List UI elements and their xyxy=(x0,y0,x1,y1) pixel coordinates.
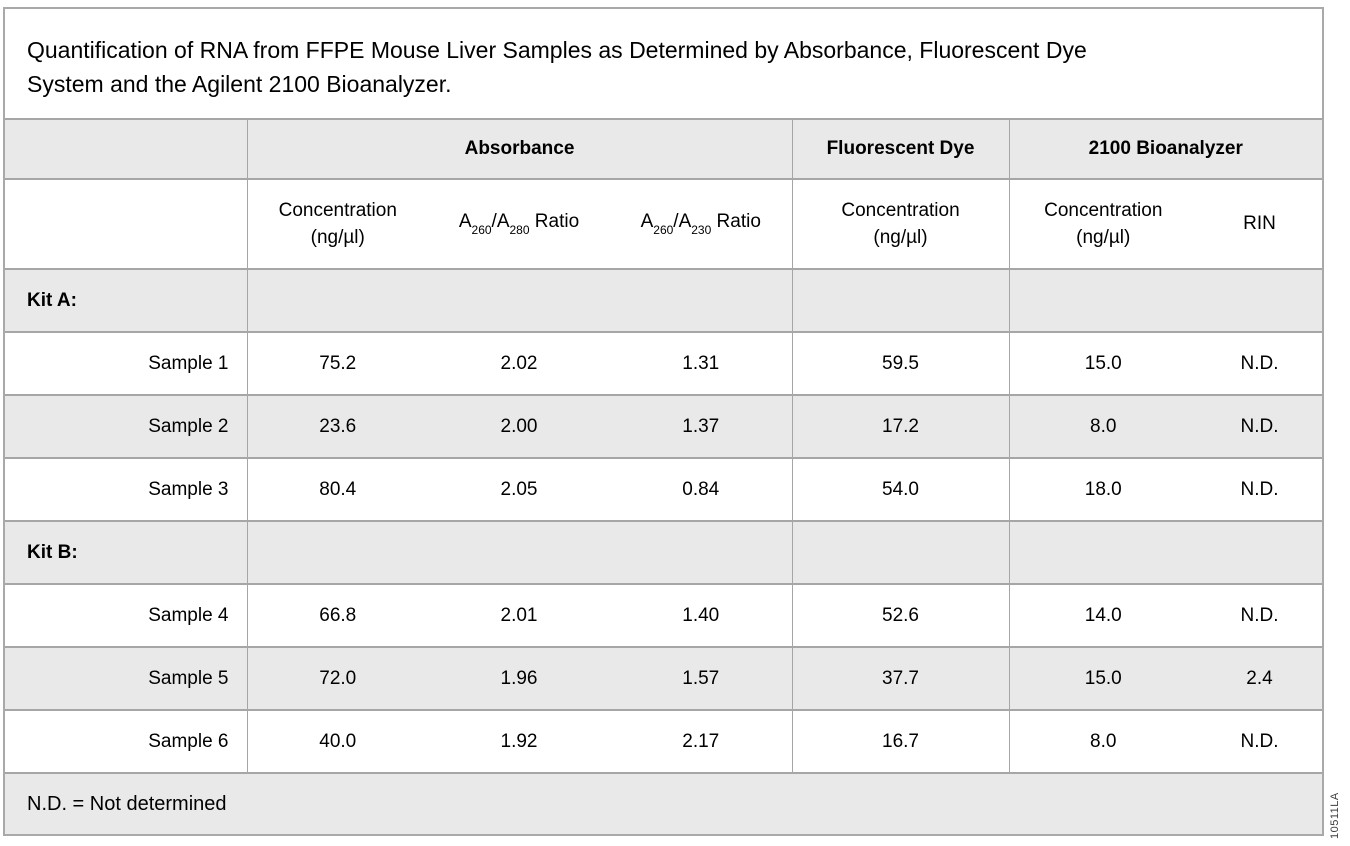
ratio-suffix: Ratio xyxy=(711,211,761,232)
table-row-sample-4: Sample 4 66.8 2.01 1.40 52.6 14.0 N.D. xyxy=(5,583,1323,647)
sample-label: Sample 6 xyxy=(5,709,247,773)
ratio-base: /A xyxy=(673,211,692,232)
empty-cell xyxy=(791,520,1009,584)
ba-concentration-value: 8.0 xyxy=(1008,709,1197,773)
table-row-sample-2: Sample 2 23.6 2.00 1.37 17.2 8.0 N.D. xyxy=(5,394,1323,458)
a260-a280-value: 2.00 xyxy=(428,394,610,458)
ba-concentration-value: 15.0 xyxy=(1008,646,1197,710)
empty-cell xyxy=(791,268,1009,332)
ratio-subscript: 230 xyxy=(691,223,712,237)
figure-title: Quantification of RNA from FFPE Mouse Li… xyxy=(5,9,1322,118)
a260-a230-value: 1.40 xyxy=(610,583,792,647)
fluor-concentration-value: 37.7 xyxy=(791,646,1009,710)
col-header-fluor-concentration: Concentration (ng/µl) xyxy=(791,178,1009,269)
table-row-sample-5: Sample 5 72.0 1.96 1.57 37.7 15.0 2.4 xyxy=(5,646,1323,710)
rin-value: 2.4 xyxy=(1197,646,1323,710)
ratio-base: /A xyxy=(491,211,510,232)
table-group-header-row: Absorbance Fluorescent Dye 2100 Bioanaly… xyxy=(5,118,1323,179)
sample-label: Sample 5 xyxy=(5,646,247,710)
figure-container: Quantification of RNA from FFPE Mouse Li… xyxy=(3,7,1324,836)
a260-a280-value: 2.01 xyxy=(428,583,610,647)
a260-a230-value: 0.84 xyxy=(610,457,792,521)
table-footnote-row: N.D. = Not determined xyxy=(5,772,1323,834)
col-header-a260-a230-ratio: A260/A230 Ratio xyxy=(610,178,792,269)
ba-concentration-value: 8.0 xyxy=(1008,394,1197,458)
rin-value: N.D. xyxy=(1197,457,1323,521)
empty-cell xyxy=(246,520,792,584)
ba-concentration-value: 18.0 xyxy=(1008,457,1197,521)
group-header-fluorescent-dye: Fluorescent Dye xyxy=(791,118,1009,179)
fluor-concentration-value: 52.6 xyxy=(791,583,1009,647)
fluor-concentration-value: 17.2 xyxy=(791,394,1009,458)
sample-label: Sample 1 xyxy=(5,331,247,395)
ba-concentration-value: 15.0 xyxy=(1008,331,1197,395)
ratio-subscript: 280 xyxy=(509,223,530,237)
col-header-rin: RIN xyxy=(1197,178,1323,269)
col-header-ba-concentration: Concentration (ng/µl) xyxy=(1008,178,1197,269)
a260-a230-value: 1.57 xyxy=(610,646,792,710)
table-row-section-kit-b: Kit B: xyxy=(5,520,1323,584)
fluor-concentration-value: 59.5 xyxy=(791,331,1009,395)
abs-concentration-value: 80.4 xyxy=(246,457,428,521)
corner-cell xyxy=(5,118,247,179)
abs-concentration-value: 40.0 xyxy=(246,709,428,773)
fluor-concentration-value: 54.0 xyxy=(791,457,1009,521)
rin-value: N.D. xyxy=(1197,709,1323,773)
figure-number: 10511LA xyxy=(1329,792,1341,839)
empty-label-cell xyxy=(5,178,247,269)
sample-label: Sample 4 xyxy=(5,583,247,647)
abs-concentration-value: 23.6 xyxy=(246,394,428,458)
empty-cell xyxy=(246,268,792,332)
a260-a280-value: 1.92 xyxy=(428,709,610,773)
group-header-bioanalyzer: 2100 Bioanalyzer xyxy=(1008,118,1323,179)
ratio-base: A xyxy=(458,211,472,232)
a260-a230-value: 1.37 xyxy=(610,394,792,458)
a260-a230-value: 2.17 xyxy=(610,709,792,773)
rin-value: N.D. xyxy=(1197,583,1323,647)
col-header-a260-a280-ratio: A260/A280 Ratio xyxy=(428,178,610,269)
empty-cell xyxy=(1008,520,1323,584)
fluor-concentration-value: 16.7 xyxy=(791,709,1009,773)
sample-label: Sample 3 xyxy=(5,457,247,521)
ratio-subscript: 260 xyxy=(653,223,674,237)
rin-value: N.D. xyxy=(1197,331,1323,395)
section-label: Kit A: xyxy=(5,268,247,332)
section-label: Kit B: xyxy=(5,520,247,584)
rna-quantification-table: Absorbance Fluorescent Dye 2100 Bioanaly… xyxy=(5,118,1323,834)
a260-a280-value: 2.05 xyxy=(428,457,610,521)
sample-label: Sample 2 xyxy=(5,394,247,458)
table-row-sample-6: Sample 6 40.0 1.92 2.17 16.7 8.0 N.D. xyxy=(5,709,1323,773)
ratio-base: A xyxy=(640,211,654,232)
table-row-sample-3: Sample 3 80.4 2.05 0.84 54.0 18.0 N.D. xyxy=(5,457,1323,521)
a260-a230-value: 1.31 xyxy=(610,331,792,395)
table-row-section-kit-a: Kit A: xyxy=(5,268,1323,332)
col-header-abs-concentration: Concentration (ng/µl) xyxy=(246,178,428,269)
ratio-subscript: 260 xyxy=(471,223,492,237)
ba-concentration-value: 14.0 xyxy=(1008,583,1197,647)
table-row-sample-1: Sample 1 75.2 2.02 1.31 59.5 15.0 N.D. xyxy=(5,331,1323,395)
abs-concentration-value: 75.2 xyxy=(246,331,428,395)
ratio-suffix: Ratio xyxy=(529,211,580,232)
empty-cell xyxy=(1008,268,1323,332)
a260-a280-value: 1.96 xyxy=(428,646,610,710)
abs-concentration-value: 72.0 xyxy=(246,646,428,710)
table-subheader-row: Concentration (ng/µl) A260/A280 Ratio A2… xyxy=(5,178,1323,269)
footnote-text: N.D. = Not determined xyxy=(5,772,1323,834)
rin-value: N.D. xyxy=(1197,394,1323,458)
a260-a280-value: 2.02 xyxy=(428,331,610,395)
group-header-absorbance: Absorbance xyxy=(246,118,792,179)
abs-concentration-value: 66.8 xyxy=(246,583,428,647)
